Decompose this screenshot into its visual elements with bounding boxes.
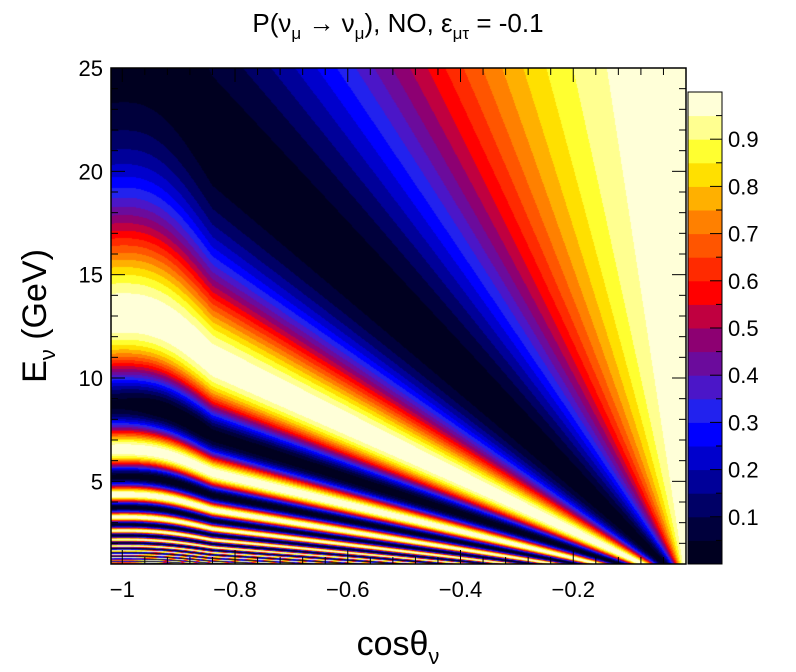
color-bar-tick-label: 0.9 xyxy=(728,127,759,152)
x-tick-label: −0.8 xyxy=(213,577,256,602)
y-axis-label: Eν (GeV) xyxy=(16,249,60,383)
color-bar-tick-label: 0.6 xyxy=(728,269,759,294)
x-axis-label: cosθν xyxy=(357,625,440,669)
color-bar-bands xyxy=(688,92,722,565)
title-sub3: μτ xyxy=(453,24,470,43)
title-arrow: → ν xyxy=(301,8,354,38)
x-tick-label: −0.6 xyxy=(326,577,369,602)
color-bar-band xyxy=(688,139,722,164)
color-bar-band xyxy=(688,469,722,494)
y-tick-label: 25 xyxy=(79,56,103,81)
y-tick-label: 5 xyxy=(91,469,103,494)
color-bar-band xyxy=(688,210,722,235)
color-bar-tick-label: 0.2 xyxy=(728,458,759,483)
color-bar-band xyxy=(688,446,722,471)
color-bar-band xyxy=(688,257,722,282)
x-tick-label: −1 xyxy=(110,577,135,602)
y-tick-label: 15 xyxy=(79,263,103,288)
x-axis: −1 −0.8 −0.6 −0.4 −0.2 xyxy=(110,68,687,602)
color-bar-ticks: 0.1 0.2 0.3 0.4 0.5 0.6 0.7 0.8 0.9 xyxy=(710,115,759,541)
color-bar-tick-label: 0.8 xyxy=(728,174,759,199)
heatmap-image xyxy=(111,68,686,564)
color-bar-band xyxy=(688,351,722,376)
color-bar-band xyxy=(688,375,722,400)
color-bar-band xyxy=(688,540,722,565)
color-bar-band xyxy=(688,162,722,187)
color-bar: 0.1 0.2 0.3 0.4 0.5 0.6 0.7 0.8 0.9 xyxy=(687,91,759,565)
chart-title: P(νμ → νμ), NO, εμτ = -0.1 xyxy=(252,8,543,43)
color-bar-tick-label: 0.4 xyxy=(728,363,759,388)
color-bar-band xyxy=(688,398,722,423)
y-axis-label-rest: (GeV) xyxy=(16,249,54,349)
y-axis: 5 10 15 20 25 xyxy=(79,56,686,565)
color-bar-band xyxy=(688,516,722,541)
x-tick-label: −0.2 xyxy=(552,577,595,602)
color-bar-band xyxy=(688,422,722,447)
title-sub2: μ xyxy=(355,24,365,43)
title-sub1: μ xyxy=(291,24,301,43)
color-bar-band xyxy=(688,280,722,305)
x-axis-label-sub: ν xyxy=(428,644,439,669)
color-bar-tick-label: 0.5 xyxy=(728,316,759,341)
color-bar-band xyxy=(688,115,722,140)
y-tick-label: 10 xyxy=(79,366,103,391)
y-tick-label: 20 xyxy=(79,159,103,184)
color-bar-band xyxy=(688,92,722,117)
color-bar-band xyxy=(688,186,722,211)
y-axis-label-sub: ν xyxy=(35,349,60,360)
title-suffix: = -0.1 xyxy=(469,8,543,38)
color-bar-tick-label: 0.3 xyxy=(728,410,759,435)
x-tick-label: −0.4 xyxy=(439,577,482,602)
title-middle: ), NO, ε xyxy=(364,8,453,38)
color-bar-band xyxy=(688,304,722,329)
title-prefix: P(ν xyxy=(252,8,291,38)
color-bar-tick-label: 0.1 xyxy=(728,505,759,530)
plot-area xyxy=(110,67,687,565)
color-bar-band xyxy=(688,233,722,258)
y-axis-label-main: E xyxy=(16,360,54,383)
color-bar-tick-label: 0.7 xyxy=(728,222,759,247)
color-bar-band xyxy=(688,328,722,353)
x-axis-label-main: cosθ xyxy=(357,625,429,663)
color-bar-band xyxy=(688,493,722,518)
